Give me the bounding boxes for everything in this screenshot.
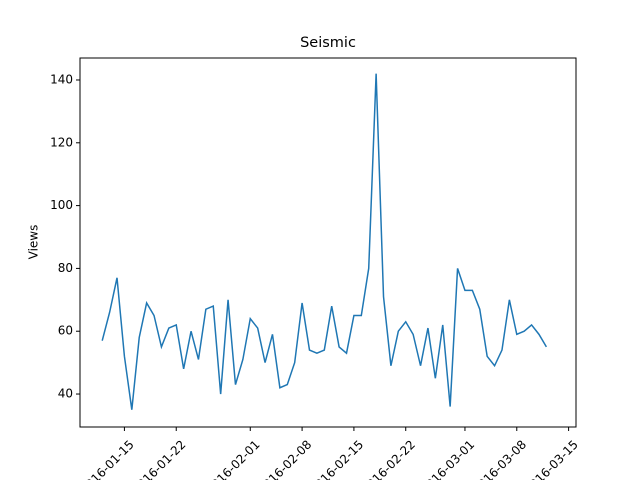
data-line [101,73,548,410]
x-tick-label: 2016-02-15 [307,437,366,480]
x-tick-label: 2016-02-22 [359,437,418,480]
y-tick-label: 80 [58,261,73,275]
y-tick-label: 140 [50,72,73,86]
x-tick-label: 2016-01-15 [78,437,137,480]
y-tick-label: 100 [50,198,73,212]
y-tick-label: 120 [50,135,73,149]
y-tick-label: 60 [58,324,73,338]
x-tick-label: 2016-03-01 [418,437,477,480]
chart-title: Seismic [300,35,356,51]
y-axis-label: Views [27,225,41,260]
x-tick-label: 2016-02-08 [255,437,314,480]
x-tick-label: 2016-01-22 [129,437,188,480]
x-tick-label: 2016-02-01 [203,437,262,480]
y-tick-label: 40 [58,387,73,401]
plot-frame [79,57,577,428]
x-tick-label: 2016-03-08 [470,437,529,480]
x-tick-label: 2016-03-15 [522,437,581,480]
